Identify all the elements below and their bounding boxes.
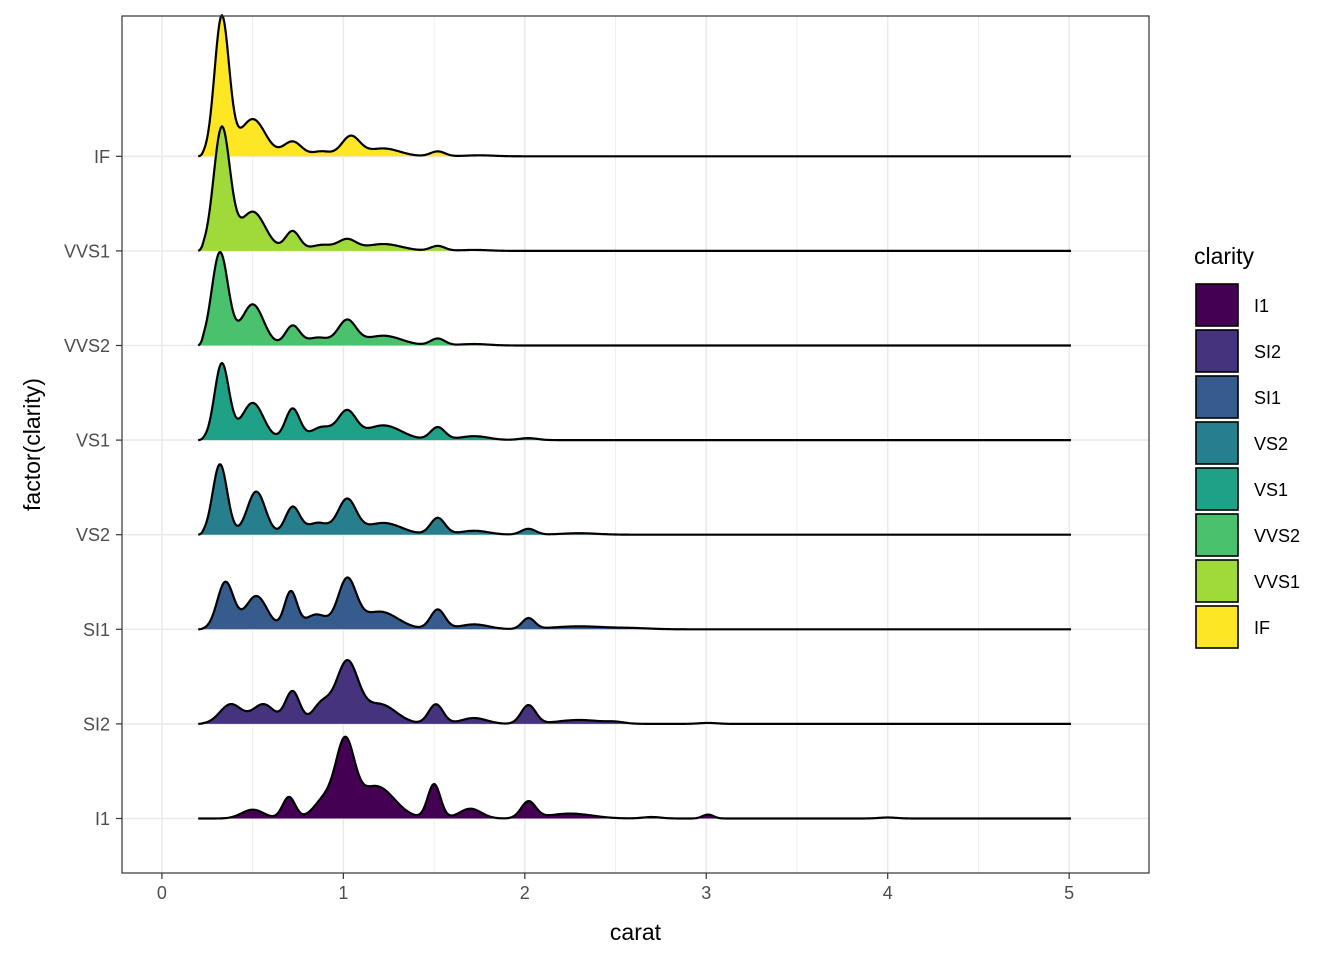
ridge-fill-SI2 [198, 660, 1071, 724]
legend-item-SI2: SI2 [1195, 329, 1281, 373]
ridge-line-SI2 [198, 658, 1071, 725]
legend-key-IF [1195, 605, 1239, 649]
ridges [197, 14, 1071, 820]
x-tick-label: 1 [338, 883, 348, 903]
x-tick-label: 2 [520, 883, 530, 903]
legend-key-VS1 [1195, 467, 1239, 511]
legend-key-SI1 [1195, 375, 1239, 419]
ridge-line-I1 [198, 735, 1071, 820]
x-axis-title: carat [610, 919, 662, 945]
legend-label: VS2 [1254, 434, 1288, 454]
y-tick-label: VVS2 [64, 336, 110, 356]
legend-label: SI2 [1254, 342, 1281, 362]
ridge-line-VVS1 [197, 125, 1071, 252]
ridge-fill-SI1 [198, 577, 1071, 630]
legend-key-VVS1 [1195, 559, 1239, 603]
plot-panel [122, 16, 1149, 873]
y-axis: I1 SI2 SI1 VS2 VS1 VVS2 VVS1 IF [64, 147, 122, 829]
y-tick-label: SI1 [83, 620, 110, 640]
ridge-I1 [198, 735, 1071, 820]
legend-label: IF [1254, 618, 1270, 638]
legend-item-VS1: VS1 [1195, 467, 1288, 511]
ridge-VS1 [198, 361, 1071, 442]
x-tick-label: 5 [1064, 883, 1074, 903]
ridge-SI1 [198, 576, 1071, 631]
legend-item-VS2: VS2 [1195, 421, 1288, 465]
legend-label: I1 [1254, 296, 1269, 316]
plot-border [121, 15, 1150, 874]
x-tick-label: 0 [157, 883, 167, 903]
x-tick-label: 3 [701, 883, 711, 903]
ridge-VS2 [197, 463, 1071, 536]
y-tick-label: VS2 [76, 525, 110, 545]
legend-label: VVS1 [1254, 572, 1300, 592]
ridge-fill-VS1 [198, 362, 1071, 441]
ridge-VVS1 [197, 125, 1071, 252]
ridge-line-SI1 [198, 576, 1071, 631]
ridge-line-VS1 [198, 361, 1071, 442]
legend-key-I1 [1195, 283, 1239, 327]
ridge-SI2 [198, 658, 1071, 725]
legend-label: VVS2 [1254, 526, 1300, 546]
ridge-fill-VVS2 [198, 252, 1071, 346]
x-axis: 0 1 2 3 4 5 [157, 873, 1074, 903]
ridge-line-VS2 [197, 463, 1071, 536]
legend-key-VVS2 [1195, 513, 1239, 557]
ridge-line-IF [197, 14, 1071, 158]
y-tick-label: I1 [95, 809, 110, 829]
ridge-VVS2 [197, 251, 1071, 347]
y-tick-label: IF [94, 147, 110, 167]
x-tick-label: 4 [883, 883, 893, 903]
ridge-line-VVS2 [197, 251, 1071, 347]
legend-label: VS1 [1254, 480, 1288, 500]
y-tick-label: SI2 [83, 714, 110, 734]
legend-title: clarity [1194, 243, 1255, 269]
ridge-IF [197, 14, 1071, 158]
ridge-fill-I1 [198, 736, 1071, 819]
legend-item-SI1: SI1 [1195, 375, 1281, 419]
legend-item-VVS1: VVS1 [1195, 559, 1300, 603]
legend-key-SI2 [1195, 329, 1239, 373]
y-tick-label: VVS1 [64, 241, 110, 261]
y-axis-title: factor(clarity) [19, 378, 45, 511]
y-tick-label: VS1 [76, 431, 110, 451]
ridge-fill-VS2 [198, 464, 1071, 535]
legend-key-VS2 [1195, 421, 1239, 465]
legend-label: SI1 [1254, 388, 1281, 408]
legend-item-IF: IF [1195, 605, 1270, 649]
legend-item-VVS2: VVS2 [1195, 513, 1300, 557]
legend: clarity I1 SI2 SI1 VS2 VS1 VVS2 VVS1 IF [1194, 243, 1300, 649]
legend-item-I1: I1 [1195, 283, 1269, 327]
